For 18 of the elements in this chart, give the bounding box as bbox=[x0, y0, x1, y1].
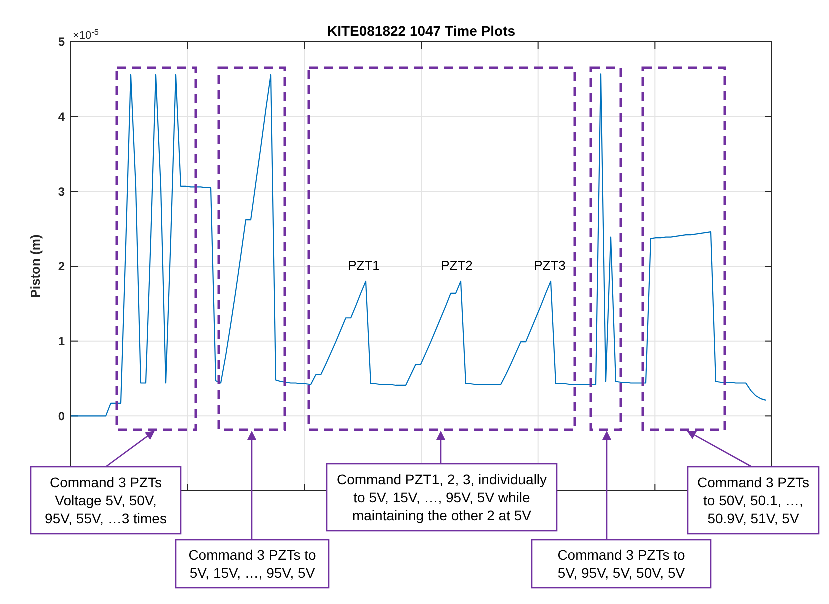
annotation: Command 3 PZTs to 50V, 50.1, …, 50.9V, 51V, 5V bbox=[697, 474, 810, 526]
text: Command 3 PZTs to 5V, 95V, 5V, 50V, 5V bbox=[558, 546, 686, 581]
y-tick-label: 4 bbox=[58, 110, 66, 124]
annotation: PZT3 bbox=[534, 258, 566, 273]
y-tick-label: 0 bbox=[58, 409, 66, 424]
y-axis-title: Piston (m) bbox=[28, 234, 43, 298]
annotation: Command PZT1, 2, 3, individually to 5V, 15V, …, 95V, 5V while maintaining the other 2 at 5V bbox=[336, 471, 548, 524]
annotation: Command 3 PZTs Voltage 5V, 50V, 95V, 55V, …3 times bbox=[45, 474, 167, 526]
text: Command 3 PZTs to 5V, 15V, …, 95V, 5V bbox=[188, 546, 317, 581]
y-tick-label: 5 bbox=[58, 35, 66, 50]
y-tick-label: 3 bbox=[58, 184, 66, 199]
text: ×10$^{-5}$ bbox=[73, 28, 100, 42]
annotation: PZT2 bbox=[441, 258, 473, 273]
y-tick-label: 1 bbox=[58, 334, 66, 349]
line-series bbox=[70, 74, 767, 417]
chart-title: KITE081822 1047 Time Plots bbox=[327, 23, 516, 39]
annotation: PZT1 bbox=[348, 258, 380, 273]
y-tick-label: 2 bbox=[58, 260, 66, 274]
